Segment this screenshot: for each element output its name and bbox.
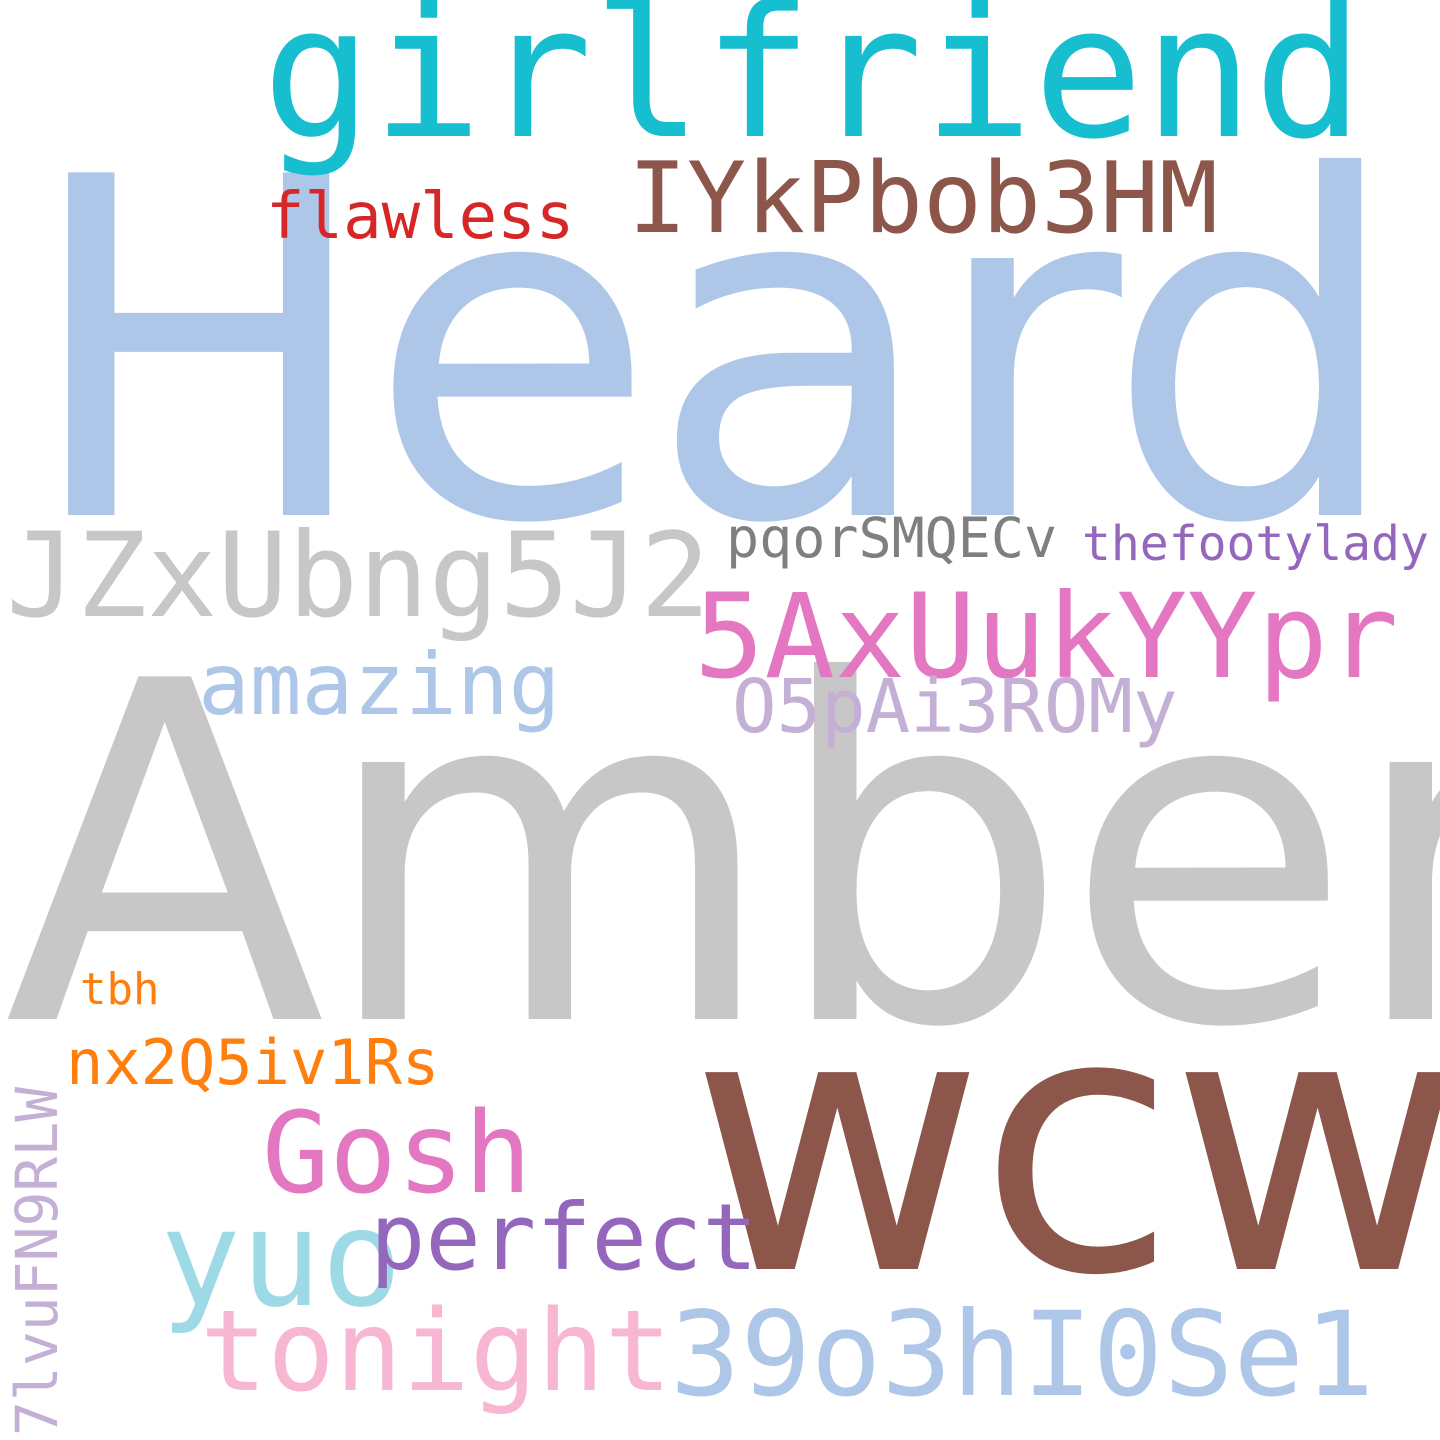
word-iykpbob3hm: IYkPbob3HM <box>628 142 1219 256</box>
word-pqorsmqecv: pqorSMQECv <box>726 506 1058 570</box>
word-tonight: tonight <box>200 1287 673 1417</box>
word-thefootylady: thefootylady <box>1082 516 1429 572</box>
word-wcw: wcw <box>690 935 1440 1354</box>
word-nx2q5iv1rs: nx2Q5iv1Rs <box>66 1026 440 1099</box>
word-7lvufn9rlw: 7lvuFN9RLW <box>3 1086 71 1436</box>
word-jzxubng5j2: JZxUbng5J2 <box>6 507 711 644</box>
word-o5pai3romy: O5pAi3ROMy <box>732 664 1178 750</box>
word-amazing: amazing <box>198 635 561 735</box>
word-amber: Amber <box>4 583 1440 1130</box>
word-flawless: flawless <box>266 180 575 254</box>
word-heard: Heard <box>22 79 1404 626</box>
word-tbh: tbh <box>80 964 160 1015</box>
word-girlfriend: girlfriend <box>262 0 1364 180</box>
word-yuo: yuo <box>160 1181 403 1337</box>
word-perfect: perfect <box>370 1184 758 1291</box>
word-5axuukyypr: 5AxUukYYpr <box>694 568 1399 705</box>
word-39o3hi0se1: 39o3hI0Se1 <box>670 1286 1375 1423</box>
word-gosh: Gosh <box>262 1089 532 1219</box>
